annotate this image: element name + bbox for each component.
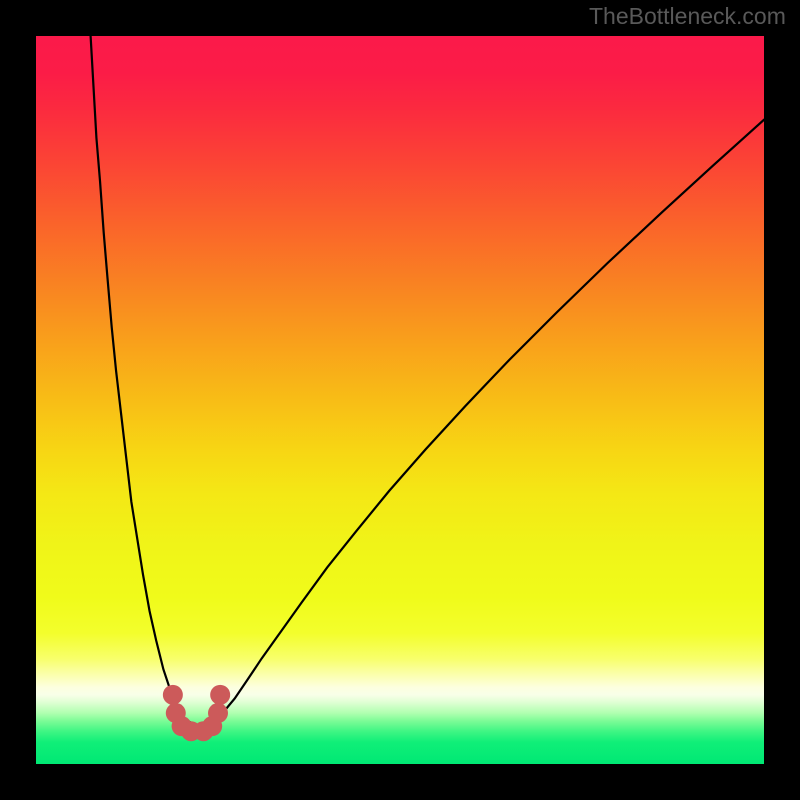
- marker-dot: [210, 685, 230, 705]
- plot-area: [36, 36, 764, 764]
- marker-dot: [163, 685, 183, 705]
- gradient-background: [36, 36, 764, 764]
- chart-svg: [36, 36, 764, 764]
- watermark-text: TheBottleneck.com: [589, 3, 786, 30]
- marker-dot: [208, 703, 228, 723]
- chart-frame: [0, 0, 800, 800]
